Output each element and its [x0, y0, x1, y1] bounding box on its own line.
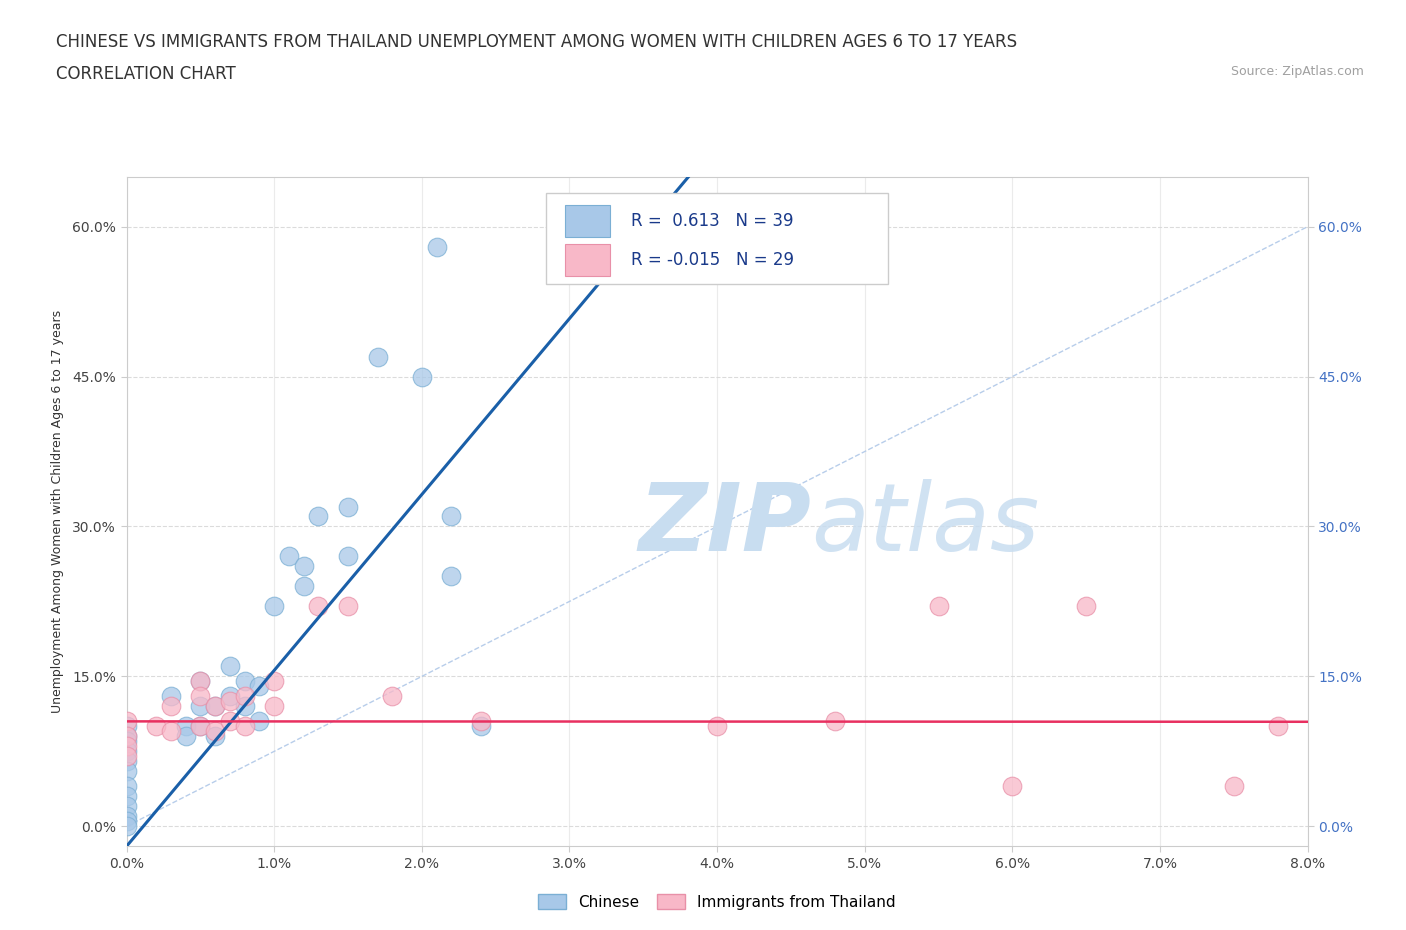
Point	[440, 569, 463, 584]
Point	[115, 754, 138, 769]
Text: CHINESE VS IMMIGRANTS FROM THAILAND UNEMPLOYMENT AMONG WOMEN WITH CHILDREN AGES : CHINESE VS IMMIGRANTS FROM THAILAND UNEM…	[56, 33, 1018, 50]
Point	[115, 814, 138, 829]
Text: R = -0.015   N = 29: R = -0.015 N = 29	[631, 251, 794, 269]
Point	[307, 599, 329, 614]
Point	[204, 724, 226, 738]
Point	[233, 689, 256, 704]
Point	[115, 789, 138, 804]
Point	[204, 699, 226, 714]
Point	[337, 599, 360, 614]
FancyBboxPatch shape	[565, 244, 610, 276]
Point	[1076, 599, 1098, 614]
Point	[188, 719, 211, 734]
Point	[470, 714, 492, 729]
Point	[337, 549, 360, 564]
Point	[337, 499, 360, 514]
Point	[174, 729, 197, 744]
Text: ZIP: ZIP	[638, 479, 811, 571]
Legend: Chinese, Immigrants from Thailand: Chinese, Immigrants from Thailand	[533, 887, 901, 916]
Point	[1001, 779, 1024, 794]
Point	[233, 719, 256, 734]
Point	[233, 674, 256, 689]
Point	[160, 724, 183, 738]
Point	[115, 779, 138, 794]
Point	[188, 689, 211, 704]
Point	[115, 729, 138, 744]
Point	[233, 699, 256, 714]
Point	[307, 509, 329, 524]
Point	[188, 674, 211, 689]
FancyBboxPatch shape	[546, 193, 889, 284]
Point	[115, 739, 138, 754]
Point	[928, 599, 950, 614]
Point	[278, 549, 301, 564]
Y-axis label: Unemployment Among Women with Children Ages 6 to 17 years: Unemployment Among Women with Children A…	[51, 310, 63, 713]
FancyBboxPatch shape	[565, 205, 610, 237]
Point	[219, 659, 242, 674]
Text: CORRELATION CHART: CORRELATION CHART	[56, 65, 236, 83]
Point	[219, 714, 242, 729]
Point	[219, 694, 242, 709]
Point	[247, 679, 270, 694]
Point	[706, 719, 728, 734]
Point	[219, 689, 242, 704]
Point	[115, 809, 138, 824]
Point	[247, 714, 270, 729]
Point	[188, 674, 211, 689]
Point	[188, 719, 211, 734]
Point	[470, 719, 492, 734]
Point	[366, 349, 388, 364]
Point	[115, 734, 138, 749]
Point	[188, 699, 211, 714]
Point	[115, 714, 138, 729]
Point	[115, 729, 138, 744]
Point	[145, 719, 167, 734]
Point	[115, 764, 138, 778]
Point	[425, 239, 447, 254]
Point	[174, 719, 197, 734]
Point	[824, 714, 846, 729]
Point	[1222, 779, 1246, 794]
Point	[381, 689, 404, 704]
Point	[1267, 719, 1289, 734]
Point	[115, 799, 138, 814]
Text: R =  0.613   N = 39: R = 0.613 N = 39	[631, 212, 793, 230]
Point	[440, 509, 463, 524]
Point	[263, 674, 285, 689]
Point	[292, 559, 315, 574]
Point	[115, 744, 138, 759]
Point	[292, 579, 315, 594]
Point	[160, 689, 183, 704]
Point	[263, 699, 285, 714]
Text: Source: ZipAtlas.com: Source: ZipAtlas.com	[1230, 65, 1364, 78]
Point	[411, 369, 433, 384]
Point	[160, 699, 183, 714]
Point	[204, 699, 226, 714]
Point	[204, 729, 226, 744]
Point	[115, 719, 138, 734]
Point	[115, 749, 138, 764]
Text: atlas: atlas	[811, 479, 1040, 570]
Point	[263, 599, 285, 614]
Point	[115, 819, 138, 834]
